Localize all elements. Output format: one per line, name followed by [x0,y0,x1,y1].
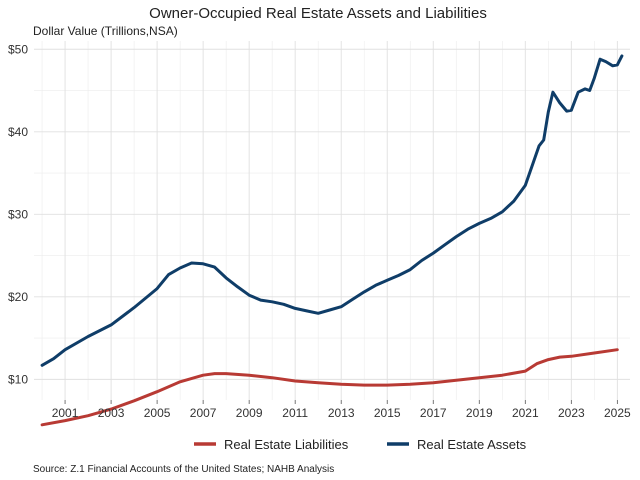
x-tick-label: 2019 [466,406,493,420]
legend-item-assets: Real Estate Assets [387,437,527,452]
x-axis-ticks: 2001 2003 2005 2007 2009 2011 2013 2015 2017 2019… [52,400,631,420]
y-tick-label: $50 [8,42,28,56]
y-tick-label: $30 [8,207,28,221]
y-tick-label: $40 [8,125,28,139]
x-tick-label: 2011 [282,406,308,420]
legend-label: Real Estate Liabilities [224,437,349,452]
x-tick-label: 2023 [558,406,585,420]
minor-gridlines [34,41,630,400]
x-tick-label: 2017 [420,406,447,420]
x-tick-label: 2009 [236,406,263,420]
x-tick-label: 2015 [374,406,401,420]
major-gridlines [34,41,630,400]
series-layer [40,54,624,427]
x-tick-label: 2013 [328,406,355,420]
y-axis-ticks: $10 $20 $30 $40 $50 [8,42,28,386]
x-tick-label: 2021 [512,406,539,420]
chart-title: Owner-Occupied Real Estate Assets and Li… [149,5,487,22]
x-tick-label: 2005 [144,406,171,420]
legend-item-liabilities: Real Estate Liabilities [194,437,349,452]
x-tick-label: 2007 [190,406,217,420]
source-caption: Source: Z.1 Financial Accounts of the Un… [33,464,334,475]
y-tick-label: $20 [8,290,28,304]
x-tick-label: 2025 [604,406,631,420]
plot-background [34,41,630,400]
y-tick-label: $10 [8,372,28,386]
chart-legend: Real Estate Liabilities Real Estate Asset… [194,437,527,452]
series-line-assets [40,54,624,367]
legend-label: Real Estate Assets [417,437,527,452]
x-tick-label: 2001 [52,406,79,420]
y-axis-label: Dollar Value (Trillions,NSA) [33,24,178,38]
plot-area [34,41,630,427]
series-line-liabilities [40,348,619,427]
x-tick-label: 2003 [98,406,125,420]
